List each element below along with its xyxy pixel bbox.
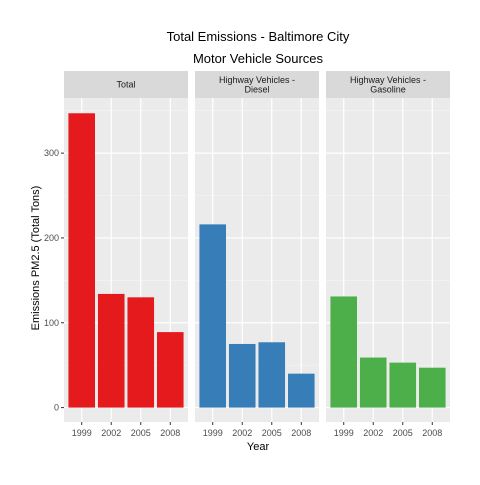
bar: [389, 362, 417, 408]
x-tick-label: 1999: [334, 428, 354, 438]
bar: [127, 297, 155, 408]
chart-subtitle: Motor Vehicle Sources: [193, 51, 324, 66]
y-tick-label: 100: [44, 318, 59, 328]
facet-panel: Highway Vehicles -Diesel 1999 2002 2005 2008: [195, 71, 319, 438]
bar: [419, 367, 446, 408]
x-tick-label: 1999: [203, 428, 223, 438]
x-tick-label: 2005: [262, 428, 282, 438]
x-tick-label: 2002: [101, 428, 121, 438]
x-tick-label: 1999: [72, 428, 92, 438]
bar: [288, 373, 315, 408]
y-axis: 0 100 200 300: [44, 148, 64, 413]
x-tick-label: 2005: [393, 428, 413, 438]
bar: [199, 224, 226, 408]
x-tick-label: 2002: [363, 428, 383, 438]
facet-strip-label: Highway Vehicles -: [350, 75, 426, 85]
facet-strip-label: Gasoline: [370, 84, 406, 94]
x-axis-title: Year: [247, 441, 270, 453]
facet-strip: [64, 71, 188, 98]
chart-title: Total Emissions - Baltimore City: [167, 29, 350, 44]
bar: [97, 293, 125, 408]
bar: [330, 296, 357, 408]
y-tick-label: 200: [44, 233, 59, 243]
x-tick-label: 2002: [232, 428, 252, 438]
y-tick-label: 300: [44, 148, 59, 158]
bar: [258, 342, 286, 408]
x-tick-label: 2008: [422, 428, 442, 438]
bar: [157, 332, 184, 408]
facet-strip-label: Total: [116, 80, 135, 90]
bar: [228, 343, 256, 408]
facet-panel: Total 1999 2002 2005 2008: [64, 71, 188, 438]
x-tick-label: 2008: [291, 428, 311, 438]
facet-strip: [195, 71, 319, 98]
x-tick-label: 2005: [131, 428, 151, 438]
x-tick-label: 2008: [160, 428, 180, 438]
y-axis-title: Emissions PM2.5 (Total Tons): [30, 186, 42, 331]
facet-strip: [326, 71, 450, 98]
facet-strip-label: Diesel: [244, 84, 269, 94]
facet-strip-label: Highway Vehicles -: [219, 75, 295, 85]
y-tick-label: 0: [54, 403, 59, 413]
facet-panel: Highway Vehicles -Gasoline 1999 2002 2005 20…: [326, 71, 450, 438]
bar: [359, 357, 387, 408]
bar: [68, 113, 95, 408]
